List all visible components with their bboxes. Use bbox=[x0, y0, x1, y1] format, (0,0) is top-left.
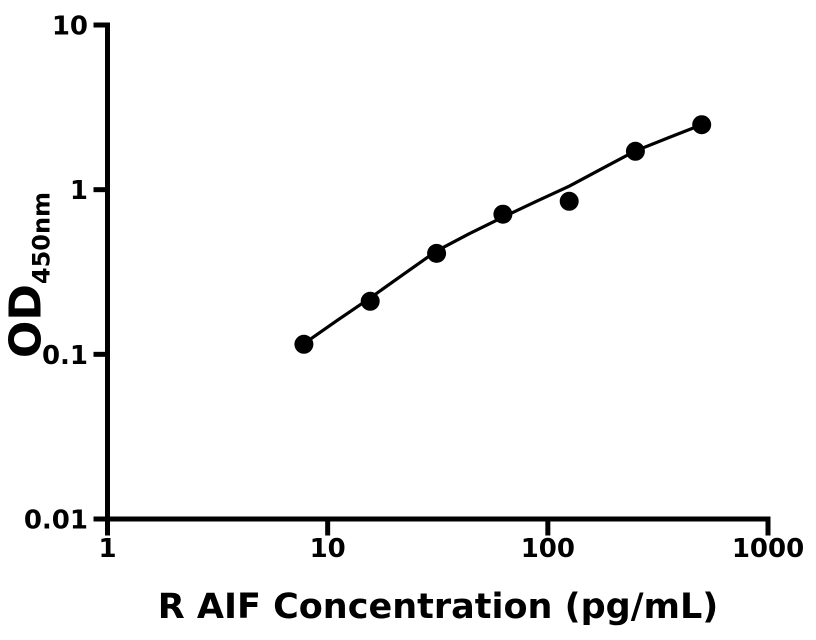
y-tick-label-0.01: 0.01 bbox=[24, 506, 88, 536]
y-axis-title-subscript: 450nm bbox=[27, 191, 56, 285]
data-point bbox=[427, 243, 447, 263]
x-tick-label-1: 1 bbox=[98, 534, 116, 564]
data-point bbox=[625, 141, 645, 161]
data-point bbox=[360, 291, 380, 311]
data-point bbox=[294, 334, 314, 354]
x-tick-label-10: 10 bbox=[310, 534, 346, 564]
data-point bbox=[559, 191, 579, 211]
x-tick-label-100: 100 bbox=[521, 534, 575, 564]
y-tick-label-1: 1 bbox=[70, 176, 88, 206]
y-axis-title: OD450nm bbox=[1, 191, 56, 358]
x-axis-title: R AIF Concentration (pg/mL) bbox=[157, 587, 719, 627]
y-tick-label-10: 10 bbox=[52, 12, 88, 42]
x-tick-label-1000: 1000 bbox=[732, 534, 804, 564]
data-point bbox=[692, 115, 712, 135]
data-point bbox=[493, 204, 513, 224]
y-axis-title-main: OD bbox=[0, 284, 52, 359]
y-tick-label-0.1: 0.1 bbox=[42, 341, 88, 371]
